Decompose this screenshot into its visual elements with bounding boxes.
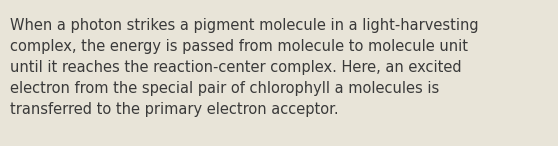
Text: When a photon strikes a pigment molecule in a light-harvesting
complex, the ener: When a photon strikes a pigment molecule… bbox=[10, 18, 479, 117]
